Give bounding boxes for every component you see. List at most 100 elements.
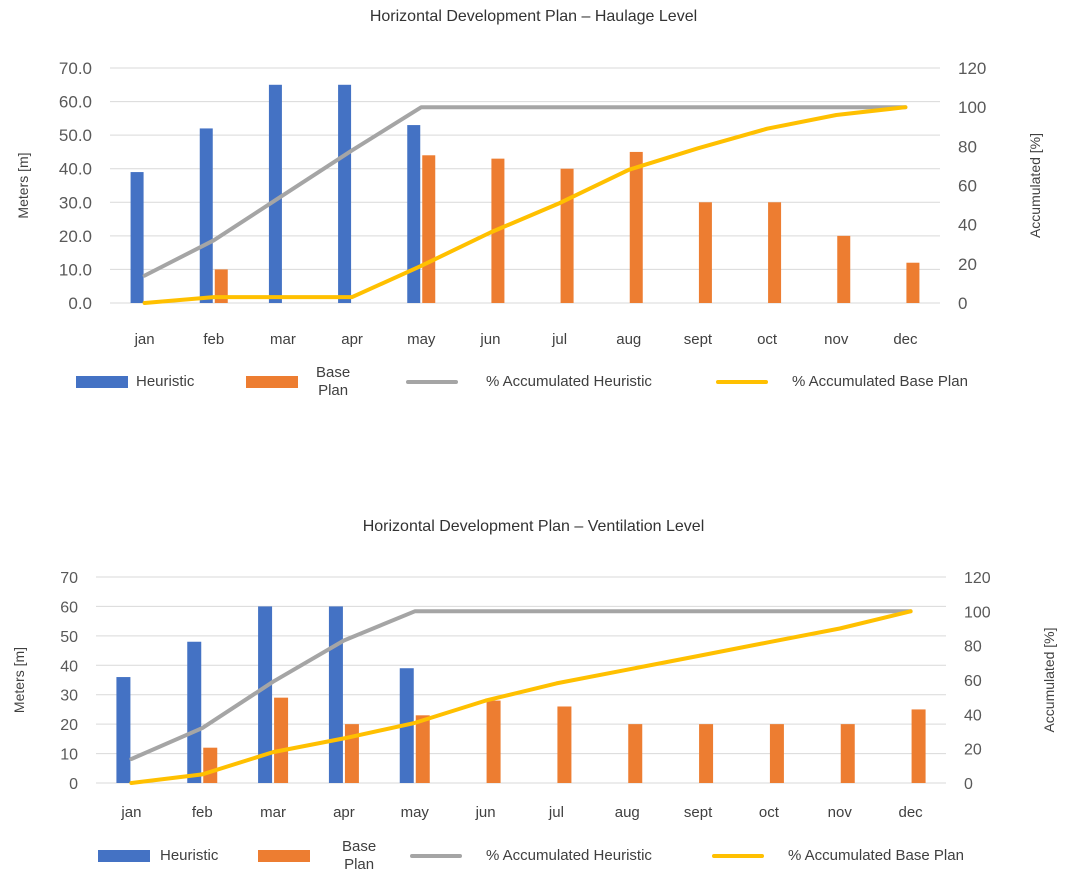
y2-tick-label: 120 <box>964 570 991 587</box>
bar-base-plan <box>557 706 572 783</box>
bar-base-plan <box>203 747 218 783</box>
y-axis-title: Meters [m] <box>15 152 31 218</box>
y-tick-label: 60.0 <box>59 93 92 112</box>
x-tick-label: oct <box>759 804 780 821</box>
y-tick-label: 70.0 <box>59 59 92 78</box>
legend-swatch-acc-heuristic <box>410 854 462 858</box>
y-tick-label: 20 <box>60 717 78 734</box>
bar-base-plan <box>906 262 920 303</box>
bar-base-plan <box>628 724 643 783</box>
x-tick-label: sept <box>684 804 713 821</box>
legend-label-acc-heuristic: % Accumulated Heuristic <box>486 373 652 390</box>
bar-base-plan <box>769 724 784 783</box>
x-tick-label: feb <box>192 804 213 821</box>
y2-tick-label: 60 <box>964 673 982 690</box>
y-tick-label: 10 <box>60 747 78 764</box>
y-tick-label: 0 <box>69 776 78 793</box>
legend-swatch-acc-base-plan <box>716 380 768 384</box>
legend-label-acc-base-plan: % Accumulated Base Plan <box>788 847 964 864</box>
bar-base-plan <box>344 724 359 783</box>
legend-swatch-heuristic <box>76 376 128 388</box>
legend-swatch-base-plan <box>246 376 298 388</box>
x-tick-label: nov <box>828 804 853 821</box>
bar-heuristic <box>199 128 213 303</box>
legend-label-base-plan-line2: Plan <box>318 382 349 399</box>
bar-base-plan <box>486 700 501 783</box>
legend-swatch-heuristic <box>98 850 150 862</box>
y2-tick-label: 100 <box>958 98 986 117</box>
y2-tick-label: 100 <box>964 604 991 621</box>
bar-base-plan <box>422 155 436 303</box>
bar-base-plan <box>837 235 851 303</box>
chart-legend: Heuristic Base Plan % Accumulated Heuris… <box>0 362 1067 402</box>
chart-legend: Heuristic Base Plan % Accumulated Heuris… <box>0 836 1067 876</box>
y-tick-label: 10.0 <box>59 260 92 279</box>
x-tick-label: oct <box>757 331 778 348</box>
x-tick-label: mar <box>260 804 286 821</box>
y2-tick-label: 40 <box>958 216 977 235</box>
y2-tick-label: 0 <box>964 776 973 793</box>
x-tick-label: may <box>401 804 430 821</box>
y-tick-label: 70 <box>60 570 78 587</box>
legend-label-heuristic: Heuristic <box>136 373 195 390</box>
x-tick-label: sept <box>684 331 713 348</box>
ventilation-level-chart: Horizontal Development Plan – Ventilatio… <box>0 510 1067 874</box>
line-accumulated-base-plan <box>142 105 908 305</box>
bar-heuristic <box>258 606 273 783</box>
bar-base-plan <box>415 715 430 783</box>
x-tick-label: apr <box>333 804 355 821</box>
x-tick-label: jan <box>134 331 155 348</box>
x-tick-label: aug <box>616 331 641 348</box>
x-tick-label: mar <box>270 331 296 348</box>
bar-heuristic <box>116 677 131 783</box>
y-tick-label: 0.0 <box>68 294 92 313</box>
legend-label-base-plan-line1: Base <box>316 364 351 381</box>
chart-title: Horizontal Development Plan – Haulage Le… <box>369 8 698 25</box>
x-tick-label: jul <box>551 331 567 348</box>
y2-tick-label: 80 <box>958 137 977 156</box>
x-tick-label: aug <box>615 804 640 821</box>
y-tick-label: 50.0 <box>59 126 92 145</box>
x-tick-label: feb <box>203 331 224 348</box>
x-tick-label: jan <box>120 804 141 821</box>
y-tick-label: 20.0 <box>59 227 92 246</box>
x-tick-label: jul <box>548 804 564 821</box>
y2-tick-label: 80 <box>964 639 982 656</box>
y2-axis-title: Accumulated [%] <box>1041 627 1057 732</box>
bar-base-plan <box>214 269 228 303</box>
bar-heuristic <box>187 641 202 783</box>
y2-tick-label: 20 <box>964 742 982 759</box>
line-accumulated-heuristic <box>129 609 913 761</box>
y-tick-label: 40 <box>60 658 78 675</box>
y-tick-label: 60 <box>60 599 78 616</box>
chart-title: Horizontal Development Plan – Ventilatio… <box>362 518 705 535</box>
y-tick-label: 30 <box>60 688 78 705</box>
legend-swatch-base-plan <box>258 850 310 862</box>
y-tick-label: 50 <box>60 629 78 646</box>
legend-label-acc-heuristic: % Accumulated Heuristic <box>486 847 652 864</box>
y-tick-label: 40.0 <box>59 160 92 179</box>
x-tick-label: may <box>407 331 436 348</box>
bar-heuristic <box>268 84 282 304</box>
bar-base-plan <box>560 168 574 303</box>
legend-swatch-acc-heuristic <box>406 380 458 384</box>
haulage-level-chart: Horizontal Development Plan – Haulage Le… <box>0 0 1067 420</box>
line-accumulated-heuristic <box>142 105 908 278</box>
x-tick-label: dec <box>893 331 918 348</box>
legend-label-base-plan-line1: Base <box>342 838 377 855</box>
bar-base-plan <box>840 724 855 783</box>
chart-plot-area: 0 10 20 30 40 50 60 70 0 20 40 60 80 100 120 Meters [m]… <box>11 570 1057 821</box>
bar-base-plan <box>768 202 782 303</box>
legend-label-base-plan: Base Plan <box>316 364 350 400</box>
x-tick-label: jun <box>479 331 500 348</box>
y2-tick-label: 20 <box>958 255 977 274</box>
y2-tick-label: 60 <box>958 177 977 196</box>
y2-tick-label: 120 <box>958 59 986 78</box>
x-tick-label: nov <box>824 331 849 348</box>
y2-tick-label: 0 <box>958 294 967 313</box>
bar-base-plan <box>911 709 926 783</box>
bar-heuristic <box>407 125 421 303</box>
y2-axis-title: Accumulated [%] <box>1027 133 1043 238</box>
y2-tick-label: 40 <box>964 707 982 724</box>
legend-label-acc-base-plan: % Accumulated Base Plan <box>792 373 968 390</box>
